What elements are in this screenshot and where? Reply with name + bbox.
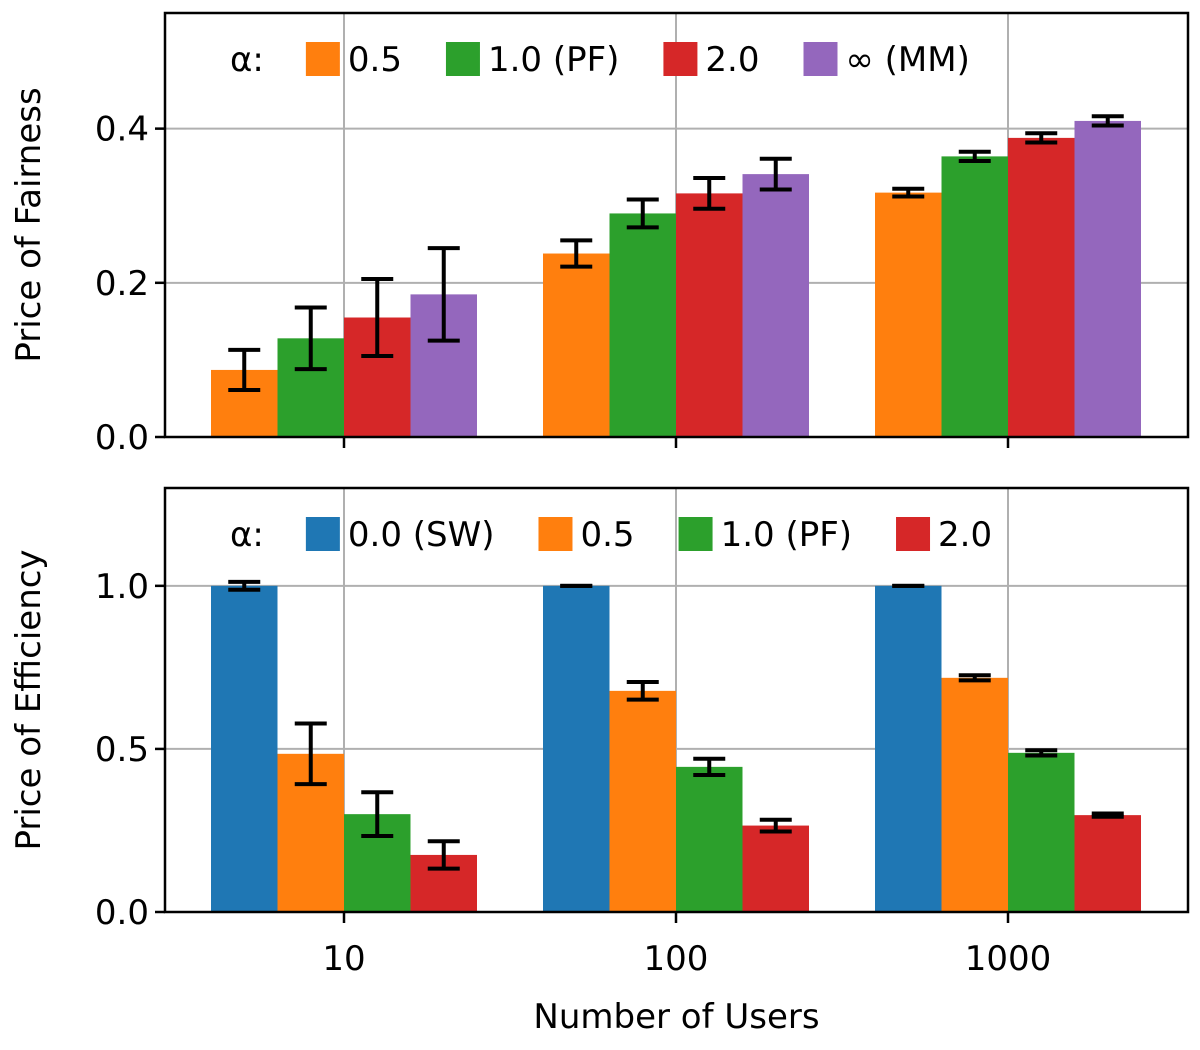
legend-title: α:: [230, 515, 264, 555]
error-bar: [228, 347, 261, 392]
legend-swatch: [305, 42, 340, 76]
bar-2.0-1000: [1074, 815, 1141, 912]
legend-label: 2.0: [705, 40, 759, 80]
legend-label: 0.5: [348, 40, 402, 80]
legend-swatch: [663, 42, 698, 76]
y-tick-label: 0.2: [95, 264, 149, 304]
bar--MM--1000: [1074, 120, 1141, 437]
error-bar: [626, 680, 659, 702]
bar-1.0-PF--1000: [1008, 752, 1075, 912]
error-bar: [626, 197, 659, 230]
x-tick-label: 10: [322, 939, 365, 979]
error-bar: [427, 839, 460, 871]
legend-label: 1.0 (PF): [488, 40, 619, 80]
bar-0.0-SW--1000: [875, 585, 942, 912]
legend-title: α:: [230, 40, 264, 80]
x-axis-label: Number of Users: [533, 997, 819, 1037]
legend-label: 1.0 (PF): [721, 515, 852, 555]
fairness-y-axis-label: Price of Fairness: [9, 87, 49, 362]
error-bar: [958, 673, 991, 683]
x-tick-label: 1000: [965, 939, 1052, 979]
y-tick-label: 0.0: [95, 893, 149, 933]
error-bar: [361, 790, 394, 839]
error-bar: [1091, 811, 1124, 819]
y-tick-label: 1.0: [95, 567, 149, 607]
y-tick-label: 0.0: [95, 418, 149, 458]
bar-0.5-1000: [875, 192, 942, 437]
error-bar: [958, 149, 991, 164]
legend-label: 2.0: [938, 515, 992, 555]
legend-swatch: [445, 42, 480, 76]
error-bar: [361, 276, 394, 359]
error-bar: [693, 175, 726, 211]
bar-0.0-SW--100: [543, 585, 610, 912]
efficiency-legend: α: 0.0 (SW) 0.5 1.0 (PF) 2.0: [230, 515, 992, 555]
legend-swatch: [896, 517, 931, 551]
error-bar: [294, 305, 327, 372]
fairness-legend: α: 0.5 1.0 (PF) 2.0 ∞ (MM): [230, 40, 970, 80]
bar--MM--100: [742, 174, 809, 437]
error-bar: [1091, 114, 1124, 128]
bar-2.0-100: [676, 193, 743, 437]
legend-label: ∞ (MM): [846, 40, 970, 80]
error-bar: [294, 721, 327, 787]
y-tick-label: 0.5: [95, 730, 149, 770]
error-bar: [228, 579, 261, 592]
legend-label: 0.0 (SW): [348, 515, 495, 555]
bar-2.0-1000: [1008, 137, 1075, 437]
fairness-panel: α: 0.5 1.0 (PF) 2.0 ∞ (MM) 0.0 0.2 0.4 Price o…: [9, 11, 1190, 458]
error-bar: [560, 238, 593, 269]
bar-2.0-100: [742, 825, 809, 912]
efficiency-panel: α: 0.0 (SW) 0.5 1.0 (PF) 2.0 0.0 0.5 1.0 10 100 1…: [9, 486, 1190, 1037]
bar-1.0-PF--100: [676, 766, 743, 912]
error-bar: [892, 186, 925, 199]
bar-0.5-100: [609, 690, 676, 912]
error-bar: [759, 817, 792, 834]
error-bar: [759, 156, 792, 192]
legend-swatch: [538, 517, 573, 551]
bar-0.5-100: [543, 253, 610, 437]
error-bar: [1025, 748, 1058, 758]
legend-swatch: [305, 517, 340, 551]
bar-1.0-PF--1000: [941, 156, 1008, 437]
x-tick-label: 100: [644, 939, 709, 979]
legend-swatch: [803, 42, 838, 76]
error-bar: [693, 756, 726, 778]
bar-1.0-PF--100: [609, 213, 676, 437]
legend-label: 0.5: [580, 515, 634, 555]
bar-0.5-1000: [941, 677, 1008, 912]
error-bar: [1025, 131, 1058, 145]
error-bar: [427, 246, 460, 343]
bar-0.0-SW--10: [211, 585, 278, 912]
legend-swatch: [678, 517, 713, 551]
y-tick-label: 0.4: [95, 110, 149, 150]
efficiency-y-axis-label: Price of Efficiency: [9, 549, 49, 850]
